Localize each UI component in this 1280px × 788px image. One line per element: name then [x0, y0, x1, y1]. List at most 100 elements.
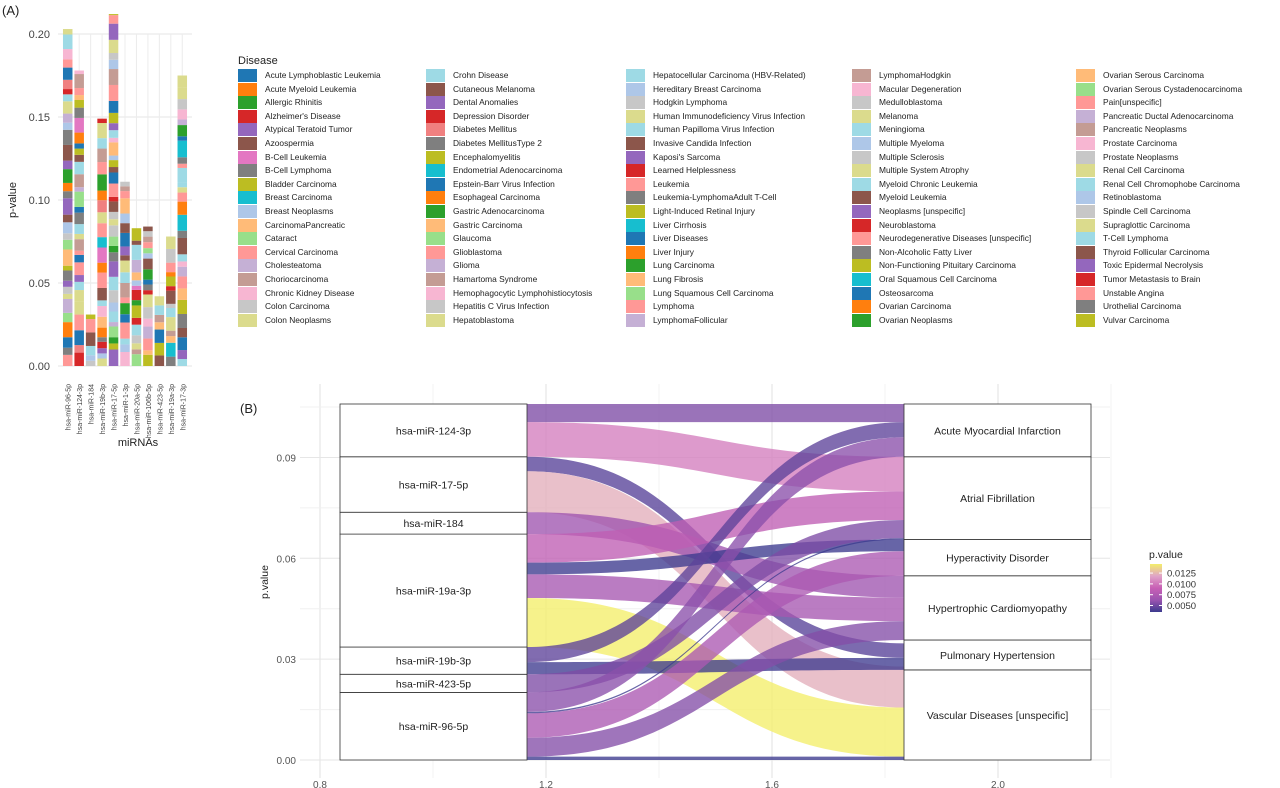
bar-segment: [131, 259, 142, 273]
legend-swatch: [426, 218, 445, 232]
bar-segment: [131, 240, 142, 245]
bar-segment: [62, 122, 73, 130]
mirna-node-box: [339, 403, 528, 458]
legend-swatch: [238, 137, 257, 150]
bar-segment: [85, 355, 96, 361]
x-tick-label: 0.8: [313, 780, 327, 788]
legend-swatch: [852, 109, 871, 123]
bar: [74, 70, 84, 366]
legend-swatch: [626, 164, 645, 178]
mirna-node: hsa-miR-184: [339, 511, 528, 535]
legend-label: T-Cell Lymphoma: [1103, 233, 1169, 244]
legend-label: Ovarian Serous Cystadenocarcinoma: [1103, 83, 1243, 94]
bar-segment: [177, 313, 188, 328]
legend-label: Meningioma: [879, 124, 925, 135]
bar-segment: [62, 160, 73, 170]
legend-label: Kaposi's Sarcoma: [653, 151, 721, 162]
x-tick-label: hsa-miR-184: [89, 384, 96, 424]
legend-label: Vulvar Carcinoma: [1103, 314, 1170, 325]
legend-label: Lung Carcinoma: [653, 260, 715, 271]
legend-swatch: [426, 96, 445, 110]
x-tick-label: hsa-miR-124-3p: [77, 384, 84, 434]
legend-swatch: [626, 245, 645, 259]
bar-segment: [177, 140, 188, 158]
bar-segment: [85, 332, 96, 346]
bar-segment: [120, 303, 130, 315]
bar-segment: [62, 270, 73, 281]
disease-node-box: [903, 456, 1092, 540]
bar-segment: [120, 297, 130, 304]
legend-swatch: [852, 177, 871, 191]
legend-swatch: [1076, 205, 1095, 218]
legend-label: CarcinomaPancreatic: [265, 219, 346, 230]
bar: [108, 14, 119, 366]
bar-segment: [97, 337, 107, 342]
bar: [62, 29, 73, 366]
bar-segment: [108, 15, 119, 24]
legend-label: Glaucoma: [453, 233, 492, 244]
legend-label: Esophageal Carcinoma: [453, 192, 541, 203]
legend-label: Chronic Kidney Disease: [265, 287, 355, 298]
bar-segment: [177, 109, 188, 120]
mirna-node-box: [339, 456, 528, 513]
bar-segment: [177, 187, 188, 193]
bar-segment: [154, 314, 165, 323]
bar-segment: [74, 132, 84, 144]
bar-segment: [120, 255, 130, 261]
bar-segment: [120, 232, 130, 247]
bar-segment: [108, 245, 119, 253]
legend-label: Neurodegenerative Diseases [unspecific]: [879, 233, 1032, 244]
bar-segment: [62, 191, 73, 199]
bar-segment: [143, 226, 153, 232]
bar-segment: [166, 307, 176, 318]
legend-swatch: [1076, 177, 1095, 191]
legend-swatch: [426, 273, 445, 286]
bar-segment: [74, 88, 84, 96]
bar-segment: [62, 347, 73, 355]
legend-label: Colon Carcinoma: [265, 301, 330, 312]
bar-segment: [154, 305, 165, 315]
bar-segment: [74, 301, 84, 315]
bar-segment: [108, 196, 119, 202]
y-tick-label: 0.00: [29, 361, 50, 373]
legend-label: Pancreatic Neoplasms: [1103, 124, 1187, 135]
bar-segment: [166, 342, 176, 357]
legend-swatch: [238, 273, 257, 286]
bar-segment: [108, 236, 119, 246]
bar-segment: [97, 148, 107, 163]
legend-label: Acute Myeloid Leukemia: [265, 83, 357, 94]
legend-label: Ovarian Carcinoma: [879, 301, 952, 312]
stacked-bar-chart: 0.00 0.05 0.10 0.15 0.20 p-value hsa-miR-96-5p…: [7, 14, 192, 449]
x-tick-label: hsa-miR-19b-3p: [100, 384, 107, 434]
legend-label: Glioma: [453, 260, 480, 271]
bar-segment: [120, 181, 130, 187]
bar-segment: [62, 67, 73, 80]
bar-segment: [62, 59, 73, 68]
bar-segment: [177, 327, 188, 338]
bar-segment: [62, 312, 73, 323]
bar-segment: [74, 330, 84, 346]
bar-segment: [143, 253, 153, 259]
disease-node-label: Pulmonary Hypertension: [940, 650, 1055, 662]
bar-segment: [62, 49, 73, 60]
legend-label: Unstable Angina: [1103, 287, 1164, 298]
y-tick-label: 0.20: [29, 29, 50, 41]
bar-segment: [154, 342, 165, 356]
mirna-node: hsa-miR-423-5p: [339, 673, 528, 693]
bar-segment: [166, 336, 176, 343]
legend-label: Lung Fibrosis: [653, 274, 704, 284]
legend-swatch: [426, 191, 445, 205]
bar-segment: [74, 74, 84, 89]
bar-segment: [97, 118, 107, 124]
bar-segment: [143, 290, 153, 295]
legend-swatch: [852, 137, 871, 150]
legend-swatch: [238, 313, 257, 327]
legend-swatch: [238, 69, 257, 82]
legend-swatch: [1076, 123, 1095, 137]
bar-segment: [108, 219, 119, 226]
colorbar-tick-label: 0.0050: [1167, 601, 1196, 612]
colorbar-title: p.value: [1149, 549, 1183, 561]
x-tick-label: hsa-miR-17-3p: [180, 384, 187, 430]
bar-segment: [166, 262, 176, 273]
